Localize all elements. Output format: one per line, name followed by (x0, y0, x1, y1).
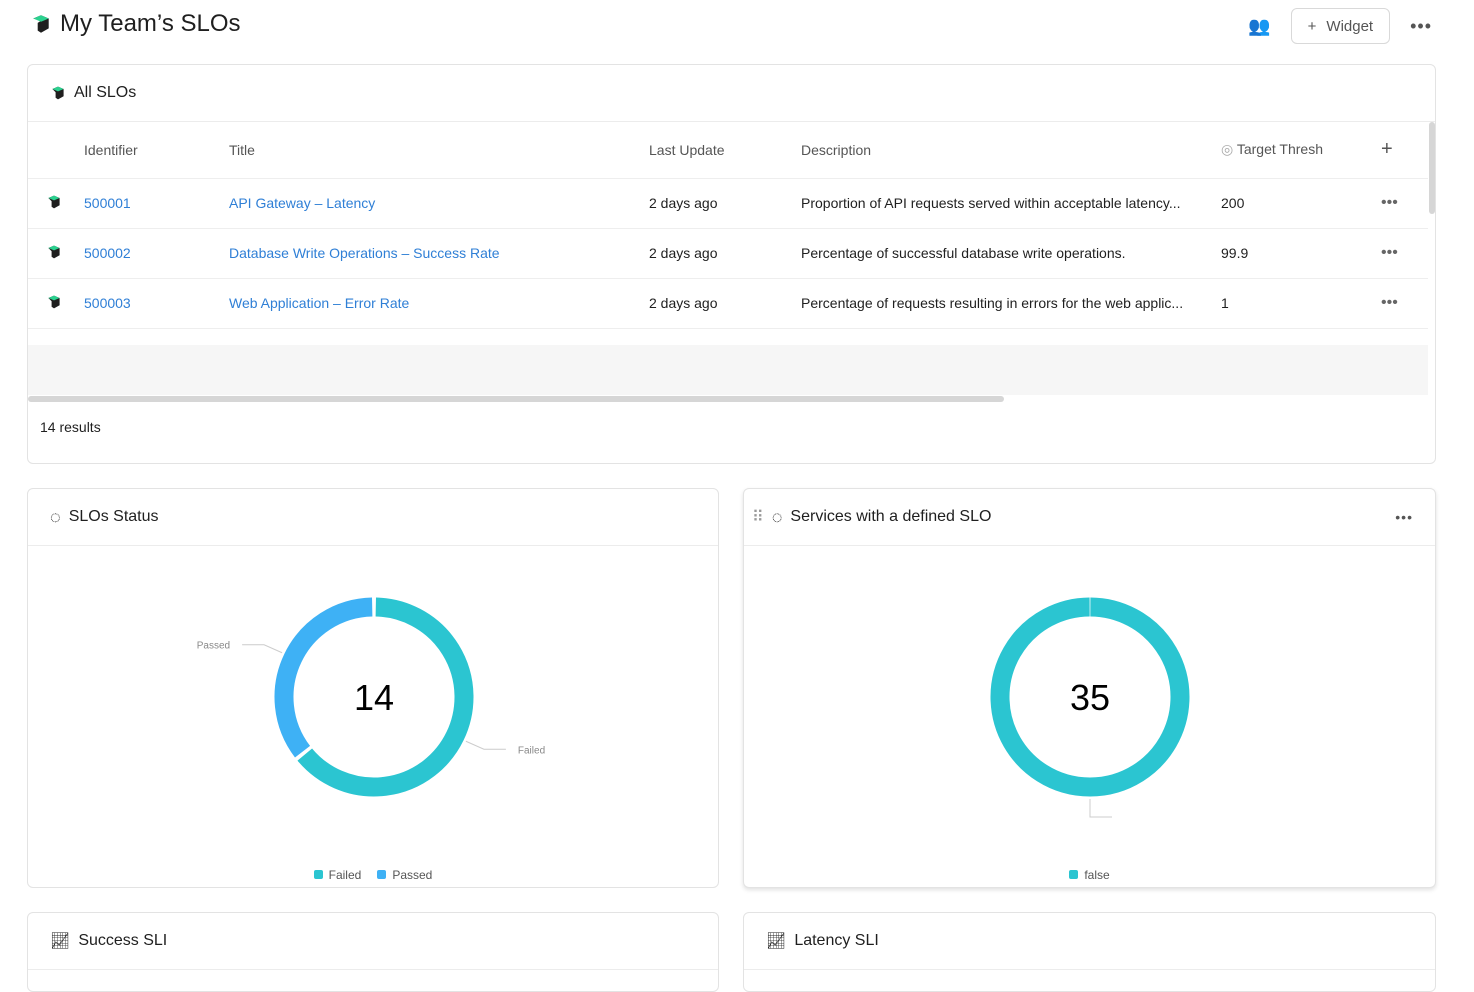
legend: false (744, 868, 1435, 882)
label-line (242, 644, 283, 654)
blueprint-icon (52, 86, 64, 100)
legend-label: Failed (328, 868, 362, 882)
drag-handle-icon[interactable]: ⠿ (752, 509, 764, 526)
legend-label: Passed (392, 868, 433, 882)
description: Percentage of requests resulting in erro… (801, 278, 1221, 329)
last-update: 2 days ago (649, 178, 801, 229)
slice-label: Failed (518, 745, 545, 756)
col-target[interactable]: ◎ Target Thresh (1221, 122, 1381, 179)
blueprint-logo-icon (33, 15, 49, 33)
row-more-icon[interactable]: ••• (1381, 278, 1428, 329)
table-empty-area (28, 345, 1428, 395)
widget-label: Widget (1326, 17, 1374, 35)
row-more-icon[interactable]: ••• (1381, 178, 1428, 229)
success-sli-card: 📈︎ Success SLI (27, 912, 719, 992)
title-link[interactable]: API Gateway – Latency (229, 178, 649, 229)
users-icon[interactable]: 👥 (1248, 15, 1271, 36)
latency-sli-card: 📈︎ Latency SLI (743, 912, 1436, 992)
slos-status-card: ◌ SLOs Status Failed Passed 14 Failed Passe… (27, 488, 719, 888)
card-title: Latency SLI (794, 932, 879, 949)
slice-passed[interactable] (274, 597, 373, 758)
card-title: Services with a defined SLO (790, 508, 992, 525)
blueprint-icon (48, 245, 60, 258)
label-line (465, 740, 506, 750)
card-title: Success SLI (78, 932, 168, 949)
slice-failed[interactable] (297, 597, 474, 797)
pie-chart-icon: ◌ (771, 506, 783, 527)
identifier-link[interactable]: 500001 (84, 178, 229, 229)
legend-failed[interactable]: Failed (313, 868, 362, 882)
total-value: 35 (1070, 677, 1110, 718)
table-row[interactable]: 500001 API Gateway – Latency 2 days ago … (28, 178, 1428, 229)
line-chart-icon: 📈︎ (50, 933, 71, 950)
total-value: 14 (354, 677, 394, 718)
services-chart: 35 (990, 597, 1190, 818)
table-row[interactable]: 500002 Database Write Operations – Succe… (28, 228, 1428, 279)
slo-table: Identifier Title Last Update Description… (28, 122, 1428, 329)
blueprint-icon (48, 295, 60, 308)
more-icon[interactable]: ••• (1410, 15, 1432, 36)
slos-status-chart: Failed Passed 14 (197, 597, 545, 797)
all-slos-card: All SLOs Identifier Title Last Update De… (27, 64, 1436, 464)
target-threshold: 200 (1221, 178, 1381, 229)
blueprint-icon (48, 195, 60, 208)
horizontal-scrollbar[interactable] (28, 396, 1004, 402)
legend-passed[interactable]: Passed (377, 868, 432, 882)
results-count: 14 results (40, 419, 101, 435)
line-chart-icon: 📈︎ (766, 933, 787, 950)
pie-chart-icon: ◌ (50, 506, 61, 527)
description: Percentage of successful database write … (801, 228, 1221, 279)
slice-label: Passed (197, 641, 230, 652)
title-link[interactable]: Database Write Operations – Success Rate (229, 228, 649, 279)
target-threshold: 99.9 (1221, 228, 1381, 279)
legend: Failed Passed (28, 868, 718, 882)
slice-false[interactable] (990, 597, 1190, 797)
title-link[interactable]: Web Application – Error Rate (229, 278, 649, 329)
services-slo-card: ⠿ ◌ Services with a defined SLO ••• 35 fal… (743, 488, 1436, 888)
vertical-scrollbar[interactable] (1429, 122, 1435, 214)
add-column-button[interactable]: + (1381, 122, 1428, 179)
identifier-link[interactable]: 500002 (84, 228, 229, 279)
col-target-label: Target Thresh (1236, 141, 1323, 158)
col-identifier[interactable]: Identifier (84, 122, 229, 179)
add-widget-button[interactable]: + Widget (1290, 8, 1391, 44)
card-title: SLOs Status (68, 508, 159, 525)
plus-icon: + (1307, 17, 1317, 35)
table-row[interactable]: 500003 Web Application – Error Rate 2 da… (28, 278, 1428, 329)
col-last-update[interactable]: Last Update (649, 122, 801, 179)
page-title: My Team’s SLOs (30, 10, 241, 38)
page-title-text: My Team’s SLOs (60, 10, 241, 37)
row-more-icon[interactable]: ••• (1381, 228, 1428, 279)
card-title: All SLOs (74, 84, 137, 101)
legend-false[interactable]: false (1069, 868, 1110, 882)
identifier-link[interactable]: 500003 (84, 278, 229, 329)
label-line (1089, 799, 1112, 818)
last-update: 2 days ago (649, 228, 801, 279)
legend-label: false (1084, 868, 1110, 882)
more-icon[interactable]: ••• (1395, 509, 1413, 525)
col-description[interactable]: Description (801, 122, 1221, 179)
last-update: 2 days ago (649, 278, 801, 329)
description: Proportion of API requests served within… (801, 178, 1221, 229)
col-title[interactable]: Title (229, 122, 649, 179)
top-bar: My Team’s SLOs 👥 + Widget ••• (0, 0, 1474, 56)
target-threshold: 1 (1221, 278, 1381, 329)
